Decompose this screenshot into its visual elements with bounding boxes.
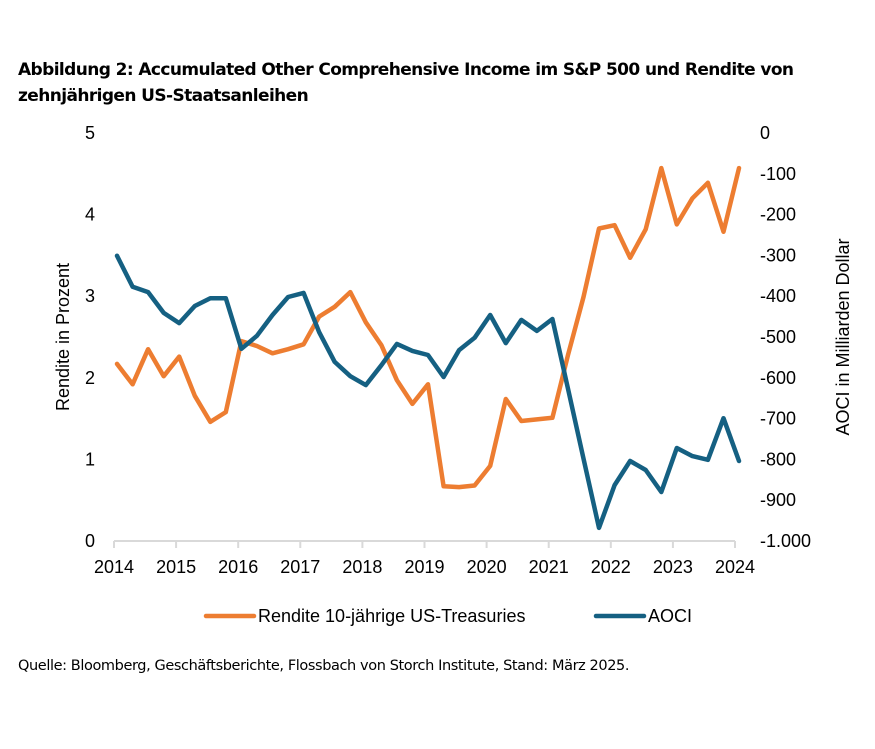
source-note: Quelle: Bloomberg, Geschäftsberichte, Fl… (18, 658, 630, 674)
y-right-tick-label: -900 (760, 490, 796, 510)
y-right-tick-label: -300 (760, 245, 796, 265)
legend-label: Rendite 10-jährige US-Treasuries (258, 606, 525, 626)
y-right-tick-label: -600 (760, 368, 796, 388)
y-left-tick-label: 0 (85, 531, 95, 551)
legend-item-aoci: AOCI (593, 606, 692, 626)
y-right-tick-label: -700 (760, 409, 796, 429)
x-tick-label: 2020 (467, 557, 507, 577)
series-line-rendite-group (114, 165, 742, 490)
x-tick-label: 2017 (280, 557, 320, 577)
y-axis-left-title: Rendite in Prozent (53, 263, 73, 411)
series-line-aoci-group (114, 253, 742, 531)
y-axis-right-title: AOCI in Milliarden Dollar (833, 238, 853, 435)
y-left-tick-label: 2 (85, 368, 95, 388)
x-tick-label: 2014 (94, 557, 134, 577)
y-right-tick-label: -100 (760, 164, 796, 184)
y-right-tick-label: -1.000 (760, 531, 811, 551)
y-right-tick-label: -400 (760, 286, 796, 306)
y-left-tick-label: 5 (85, 123, 95, 143)
x-tick-label: 2021 (529, 557, 569, 577)
legend-label: AOCI (648, 606, 692, 626)
y-right-tick-label: 0 (760, 123, 770, 143)
x-axis: 2014 2015 2016 2017 2018 2019 2020 2021 2022 2023… (94, 540, 755, 577)
series-group (114, 165, 742, 531)
y-axis-left: 0 1 2 3 4 5 (85, 123, 95, 551)
y-left-tick-label: 3 (85, 286, 95, 306)
y-left-tick-label: 4 (85, 205, 95, 225)
series-line-rendite (114, 165, 742, 490)
y-right-tick-label: -800 (760, 449, 796, 469)
x-tick-label: 2015 (156, 557, 196, 577)
chart-title: Abbildung 2: Accumulated Other Comprehen… (18, 60, 794, 106)
legend: Rendite 10-jährige US-Treasuries AOCI (203, 606, 692, 626)
x-tick-label: 2023 (653, 557, 693, 577)
x-tick-label: 2016 (218, 557, 258, 577)
y-right-tick-label: -500 (760, 327, 796, 347)
legend-item-rendite: Rendite 10-jährige US-Treasuries (203, 606, 525, 626)
x-tick-label: 2024 (715, 557, 755, 577)
y-right-tick-label: -200 (760, 205, 796, 225)
y-axis-right: 0 -100 -200 -300 -400 -500 -600 -700 -800 -900 -1.… (760, 123, 811, 551)
x-tick-label: 2019 (404, 557, 444, 577)
x-tick-label: 2018 (342, 557, 382, 577)
y-left-tick-label: 1 (85, 449, 95, 469)
x-tick-label: 2022 (591, 557, 631, 577)
